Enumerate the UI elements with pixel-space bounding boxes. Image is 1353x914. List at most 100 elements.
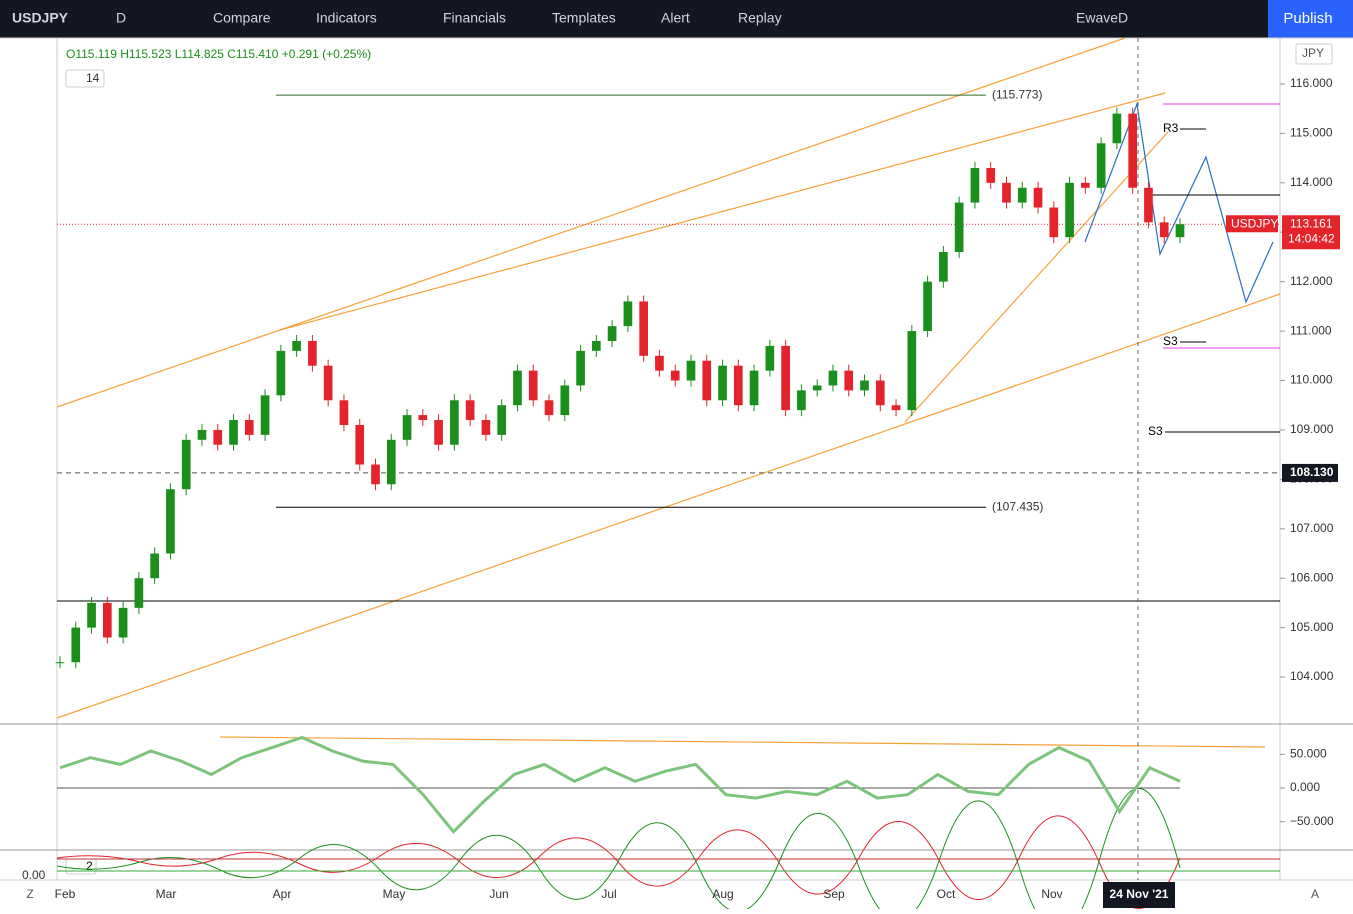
price-tag-label: 113.161 (1290, 216, 1333, 230)
candle-body (1033, 187, 1043, 208)
badge-label: 14 (86, 71, 100, 85)
candle-body (923, 281, 932, 332)
pivot-label: S3 (1148, 424, 1163, 438)
candle-body (954, 202, 964, 253)
publish-button[interactable] (1268, 0, 1353, 38)
toolbar (0, 0, 1353, 38)
symbol-tag-label: USDJPY (1231, 216, 1278, 230)
corner-button[interactable]: Z (26, 887, 33, 901)
candle-body (87, 602, 96, 628)
candle-body (1081, 182, 1090, 188)
toolbar-item[interactable]: Replay (738, 10, 782, 26)
toolbar-item[interactable]: Templates (552, 10, 616, 26)
candle-body (560, 385, 570, 416)
indicator-line (59, 735, 1181, 835)
candle-body (1159, 222, 1169, 238)
y-tick-label: 107.000 (1290, 521, 1334, 535)
candle-body (386, 439, 396, 485)
candle-body (702, 360, 712, 401)
price-tag (1282, 215, 1340, 250)
countdown: 14:04:42 (1288, 231, 1335, 245)
x-tick-label: Mar (156, 887, 177, 901)
candle-body (292, 340, 301, 351)
publish-label[interactable]: Publish (1283, 10, 1332, 27)
candle-body (481, 420, 491, 435)
candle-body (134, 578, 144, 608)
candle-body (576, 350, 585, 386)
pivot-label: R3 (1163, 121, 1179, 135)
candle-body (1096, 143, 1106, 188)
candle-body (465, 400, 475, 421)
candle-body (213, 429, 223, 445)
candle-body (181, 439, 191, 490)
candle-body (197, 429, 207, 440)
oscillator-lines (56, 788, 1280, 914)
candle-body (970, 167, 980, 203)
y-tick-label: 110.000 (1290, 373, 1333, 387)
toolbar-item[interactable]: Indicators (316, 10, 377, 26)
candle-body (718, 365, 727, 401)
y-tick-label: 116.000 (1290, 76, 1333, 90)
toolbar-item[interactable]: Alert (661, 10, 690, 26)
candle-body (513, 370, 522, 406)
cursor-date: 24 Nov '21 (1110, 887, 1169, 901)
candle-body (607, 326, 617, 341)
y-tick-label: −50.000 (1290, 814, 1334, 828)
x-tick-label: Nov (1041, 887, 1062, 901)
candle-body (592, 340, 601, 351)
y-tick-label: 112.000 (1290, 274, 1333, 288)
y-tick-label: 104.000 (1290, 669, 1334, 683)
candle-body (1175, 224, 1185, 238)
y-tick-label: 106.000 (1290, 570, 1334, 584)
user[interactable]: EwaveD (1076, 10, 1128, 26)
toolbar-item[interactable]: Compare (213, 10, 271, 26)
candle-body (434, 420, 443, 445)
currency-button[interactable] (1295, 43, 1333, 65)
candle-body (907, 331, 917, 411)
candle-body (55, 662, 65, 664)
crosshair-label: 108.130 (1290, 465, 1334, 479)
candle-body (655, 355, 664, 371)
candle-body (670, 370, 680, 381)
badge[interactable] (65, 69, 105, 88)
corner-button[interactable]: A (1311, 887, 1319, 901)
candle-body (1002, 182, 1011, 203)
candle-body (450, 400, 459, 445)
symbol[interactable]: USDJPY (12, 10, 69, 26)
symbol-tag (1226, 215, 1278, 233)
x-tick-label: Aug (712, 887, 733, 901)
candle-body (102, 602, 112, 638)
y-tick-label: 105.000 (1290, 620, 1334, 634)
candle-body (276, 350, 286, 396)
candle-body (875, 380, 885, 406)
x-tick-label: Oct (937, 887, 956, 901)
candle-body (639, 301, 648, 356)
candle-body (1112, 113, 1122, 144)
candle-body (812, 385, 822, 391)
interval[interactable]: D (116, 10, 126, 26)
pane-label: 0.00 (22, 868, 46, 882)
candle-body (623, 301, 633, 327)
candle-body (544, 400, 554, 416)
currency: JPY (1302, 46, 1324, 60)
candle-body (371, 464, 380, 485)
crosshair-tag (1282, 463, 1338, 482)
level-label: (115.773) (992, 87, 1042, 101)
y-tick-label: 109.000 (1290, 422, 1334, 436)
candle-body (891, 405, 901, 411)
y-tick-label: 115.000 (1290, 126, 1333, 140)
candle-body (1128, 113, 1138, 188)
candle-body (418, 415, 428, 421)
candle-body (71, 627, 81, 663)
toolbar-item[interactable]: Financials (443, 10, 506, 26)
candle-body (323, 365, 333, 401)
candle-body (150, 553, 159, 579)
candle-body (860, 380, 869, 391)
candle-body (1017, 187, 1027, 203)
candle-body (986, 167, 996, 183)
x-tick-label: Sep (823, 887, 845, 901)
candle-body (355, 424, 365, 465)
candle-body (1144, 187, 1153, 223)
candle-body (749, 370, 759, 406)
